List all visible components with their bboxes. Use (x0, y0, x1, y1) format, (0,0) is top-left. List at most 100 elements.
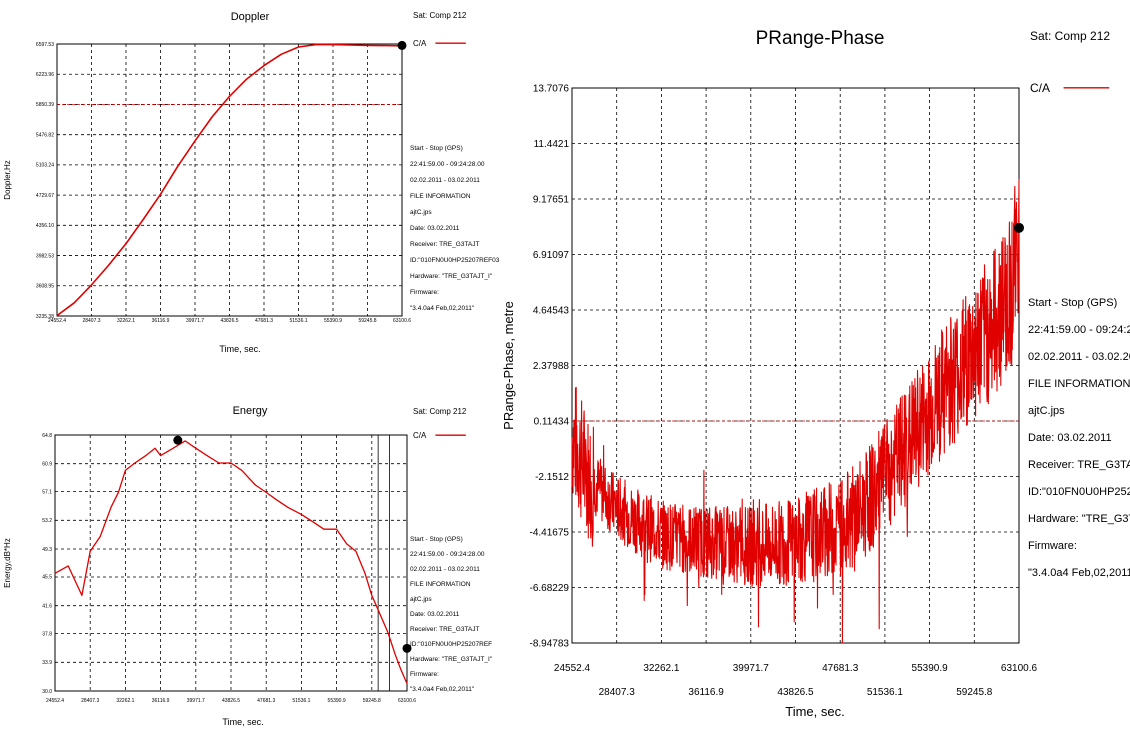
info-line: Hardware: "TRE_G3TAJT_ (1028, 513, 1130, 525)
y-tick-label: 5476.82 (36, 132, 54, 138)
y-tick-label: 3982.53 (36, 253, 54, 259)
x-tick-label: 47681.3 (257, 698, 275, 704)
y-tick-label: 3608.95 (36, 284, 54, 290)
info-line: 22:41:59.00 - 09:24:28.00 (1028, 324, 1130, 336)
sat-label: Sat: Comp 212 (1030, 29, 1110, 43)
info-line: Firmware: (410, 289, 439, 296)
y-tick-label: 5850.39 (36, 102, 54, 108)
x-tick-label: 47681.3 (822, 663, 859, 674)
x-tick-label: 63100.6 (398, 698, 416, 704)
x-tick-label: 24552.4 (48, 318, 66, 324)
legend-label: C/A (1030, 81, 1050, 95)
energy-chart-panel: Energy Sat: Comp 212 24552.4 28407.3 32262.1… (0, 395, 520, 735)
x-tick-label: 28407.3 (81, 698, 99, 704)
info-line: Start - Stop (GPS) (410, 536, 463, 543)
y-tick-label: 6223.96 (36, 72, 54, 78)
y-tick-label: 0.11434 (534, 417, 570, 428)
y-tick-label: 60.9 (42, 461, 52, 467)
x-tick-label: 39971.7 (187, 698, 205, 704)
sat-label: Sat: Comp 212 (413, 407, 467, 416)
info-line: "3.4.0a4 Feb,02,2011" (410, 686, 475, 693)
plot-frame (56, 43, 403, 317)
series-line-ca (54, 440, 408, 684)
y-tick-label: 4356.10 (36, 223, 54, 229)
y-axis-label: PRange-Phase, metre (501, 301, 516, 430)
x-tick-label: 63100.6 (393, 318, 411, 324)
info-line: Receiver: TRE_G3TAJT (1028, 459, 1130, 471)
y-tick-label: -8.94783 (530, 639, 570, 650)
x-axis-label: Time, sec. (222, 717, 263, 727)
info-line: Hardware: "TRE_G3TAJT_I" (410, 656, 493, 663)
info-line: Start - Stop (GPS) (1028, 297, 1117, 309)
info-line: 22:41:59.00 - 09:24:28.00 (410, 551, 485, 558)
x-tick-label: 43826.5 (777, 687, 814, 698)
x-tick-label: 59245.8 (363, 698, 381, 704)
y-tick-label: 4.64543 (533, 305, 570, 316)
chart-title: PRange-Phase (756, 28, 885, 49)
info-line: Date: 03.02.2011 (410, 611, 460, 618)
x-tick-label: 32262.1 (643, 663, 680, 674)
info-line: ajtC.jps (1028, 405, 1065, 417)
info-line: 02.02.2011 - 03.02.2011 (1028, 351, 1130, 363)
x-tick-label: 24552.4 (554, 663, 591, 674)
series-line-ca (56, 43, 403, 317)
prange-phase-chart: PRange-Phase Sat: Comp 212 24552.4 28407.3 3… (501, 28, 1130, 719)
info-line: ID:"010FN0U0HP25207REF03 (410, 257, 500, 264)
marker-point (173, 435, 183, 445)
x-tick-label: 63100.6 (1001, 663, 1038, 674)
y-tick-label: 4729.67 (36, 193, 54, 199)
info-line: "3.4.0a4 Feb,02,2011" (410, 305, 475, 312)
x-tick-label: 39971.7 (186, 318, 204, 324)
y-tick-label: 30.0 (42, 689, 52, 695)
y-tick-label: 37.8 (42, 631, 52, 637)
doppler-chart-panel: Doppler Sat: Comp 212 24552.4 28407.3 32262.… (0, 0, 520, 360)
chart-title: Doppler (231, 11, 270, 23)
info-line: Firmware: (410, 671, 439, 678)
x-tick-label: 36116.9 (152, 698, 170, 704)
y-tick-label: 3235.38 (36, 314, 54, 320)
y-tick-label: 9.17651 (533, 195, 570, 206)
info-line: 02.02.2011 - 03.02.2011 (410, 566, 480, 573)
info-line: FILE INFORMATION (1028, 378, 1130, 390)
y-tick-label: 5103.24 (36, 163, 54, 169)
info-line: Receiver: TRE_G3TAJT (410, 241, 480, 248)
info-line: Firmware: (1028, 540, 1077, 552)
info-line: Start - Stop (GPS) (410, 145, 463, 152)
legend-label: C/A (413, 431, 427, 440)
x-tick-label: 32262.1 (117, 318, 135, 324)
info-line: ID:"010FN0U0HP25207REF (410, 641, 492, 648)
x-tick-label: 24552.4 (46, 698, 64, 704)
y-tick-label: 6.91097 (533, 250, 570, 261)
x-tick-label: 51536.1 (289, 318, 307, 324)
prange-phase-chart-panel: PRange-Phase Sat: Comp 212 24552.4 28407.3 3… (495, 0, 1130, 735)
info-line: 02.02.2011 - 03.02.2011 (410, 177, 480, 184)
x-tick-label: 39971.7 (733, 663, 770, 674)
x-tick-label: 43826.5 (222, 698, 240, 704)
x-tick-label: 36116.9 (688, 687, 724, 698)
info-line: ajtC.jps (410, 209, 432, 216)
sat-label: Sat: Comp 212 (413, 11, 467, 20)
y-tick-label: 57.1 (42, 489, 52, 495)
marker-point (402, 643, 412, 653)
x-tick-label: 59245.8 (358, 318, 376, 324)
x-tick-label: 47681.3 (255, 318, 273, 324)
legend-label: C/A (413, 39, 427, 48)
y-tick-label: 6597.53 (36, 42, 54, 48)
x-tick-label: 28407.3 (82, 318, 100, 324)
info-line: Hardware: "TRE_G3TAJT_I" (410, 273, 493, 280)
info-line: "3.4.0a4 Feb,02,2011" (1028, 567, 1130, 579)
x-tick-label: 28407.3 (599, 687, 636, 698)
x-axis-label: Time, sec. (785, 704, 844, 719)
info-line: ajtC.jps (410, 596, 432, 603)
x-tick-label: 55390.9 (912, 663, 949, 674)
x-tick-label: 51536.1 (867, 687, 904, 698)
energy-chart: Energy Sat: Comp 212 24552.4 28407.3 32262.1… (3, 405, 493, 727)
y-tick-label: 49.3 (42, 547, 52, 553)
info-line: Receiver: TRE_G3TAJT (410, 626, 480, 633)
y-tick-label: 64.8 (42, 433, 52, 439)
y-tick-label: 2.37988 (533, 361, 570, 372)
x-tick-label: 32262.1 (116, 698, 134, 704)
y-tick-label: 53.2 (42, 518, 52, 524)
y-tick-label: 45.5 (42, 575, 52, 581)
x-tick-label: 55390.9 (324, 318, 342, 324)
